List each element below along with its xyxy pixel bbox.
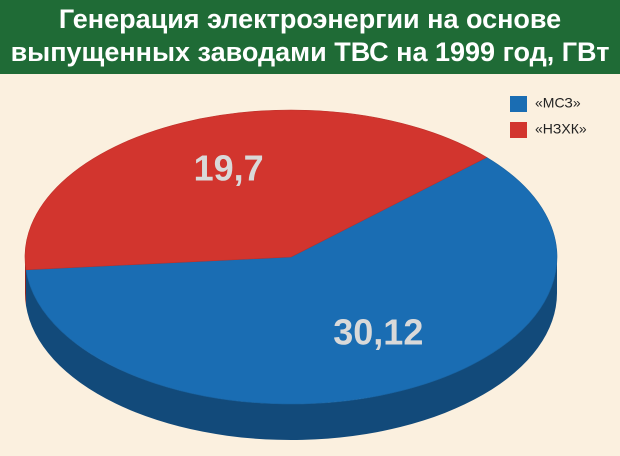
legend-label: «МСЗ» bbox=[535, 95, 581, 111]
pie-side bbox=[26, 257, 558, 441]
chart-title: Генерация электроэнергии на основе bbox=[59, 4, 561, 34]
data-label: 19,7 bbox=[194, 148, 264, 189]
legend-label: «НЗХК» bbox=[535, 121, 587, 137]
legend-swatch bbox=[510, 96, 527, 112]
legend-swatch bbox=[510, 122, 527, 138]
pie-slice bbox=[25, 157, 558, 405]
data-label: 30,12 bbox=[333, 312, 423, 353]
chart-title: выпущенных заводами ТВС на 1999 год, ГВт bbox=[11, 37, 610, 67]
pie-slice bbox=[24, 109, 488, 271]
title-banner bbox=[0, 0, 620, 74]
